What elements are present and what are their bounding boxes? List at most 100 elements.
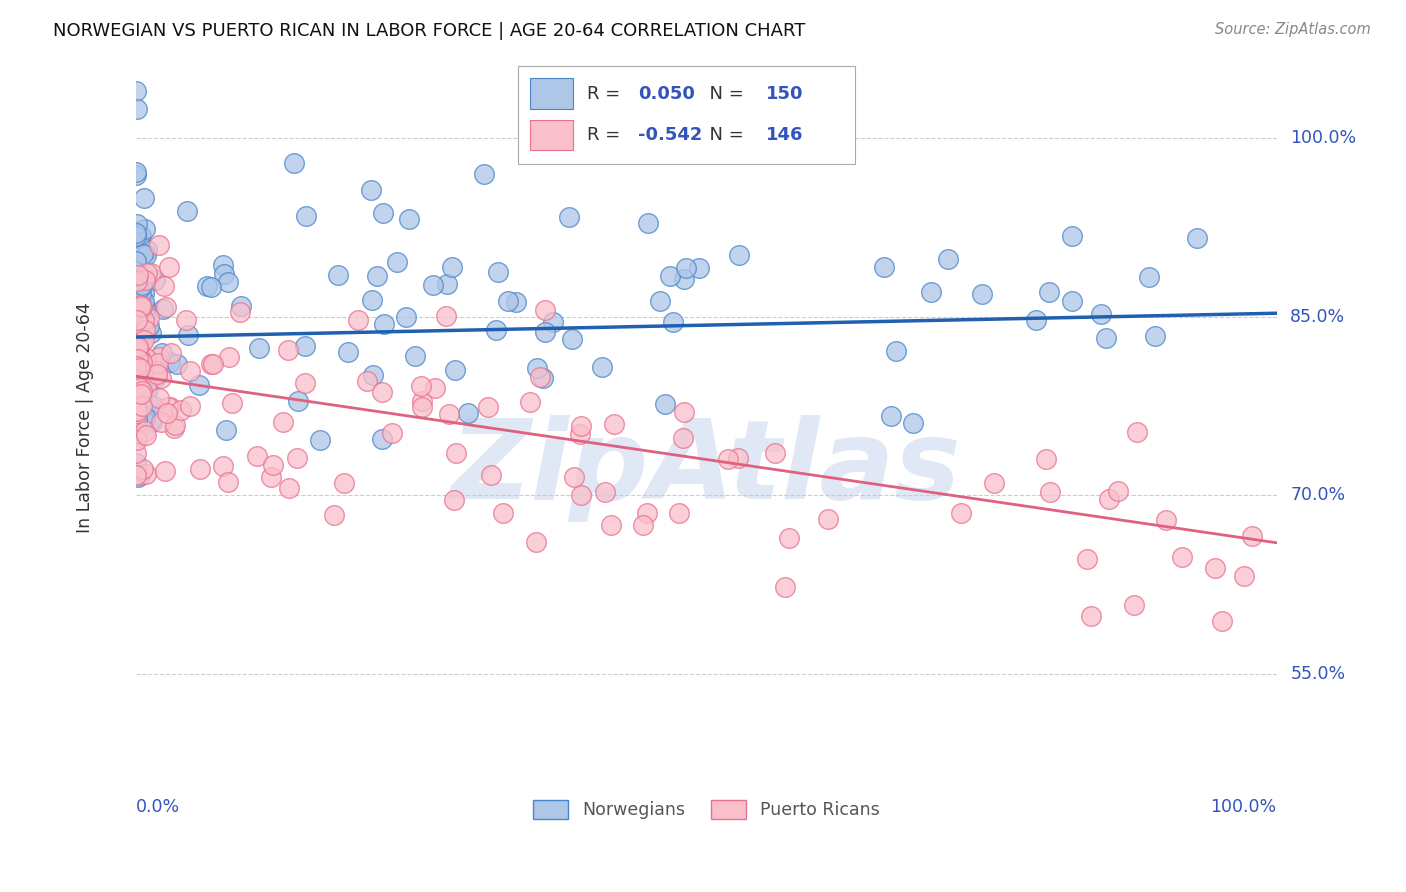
Point [285,450,308,465]
Point [361,293,384,307]
Point [134,424,156,438]
Point [127,374,149,388]
Point [217,475,239,489]
Point [128,345,150,359]
Point [484,323,506,337]
Point [125,273,148,287]
Point [132,286,155,301]
Point [277,343,299,357]
Point [283,156,305,170]
Point [125,229,148,244]
Point [127,302,149,317]
Point [1098,491,1121,506]
Point [557,210,579,224]
Point [672,405,695,419]
Point [148,351,170,365]
Point [131,277,153,292]
Point [125,432,148,446]
Point [212,258,235,272]
Point [1094,331,1116,345]
Point [125,359,148,373]
Point [131,247,153,261]
Point [127,341,149,355]
Point [231,299,253,313]
Point [153,465,176,479]
Point [1060,229,1083,244]
Point [688,261,710,276]
Point [128,376,150,391]
Point [125,273,148,287]
Point [336,344,359,359]
Point [1241,529,1264,543]
Point [1126,425,1149,439]
Point [125,434,148,448]
Point [132,333,155,347]
Point [717,451,740,466]
Text: R =: R = [586,85,626,103]
Point [150,415,173,429]
Text: 0.050: 0.050 [638,85,695,103]
Point [381,425,404,440]
Point [188,462,211,476]
Point [125,354,148,368]
Point [1204,561,1226,575]
Point [125,456,148,470]
Point [443,363,465,377]
Point [371,432,394,446]
Point [125,358,148,372]
Text: N =: N = [699,85,749,103]
Point [176,204,198,219]
Point [141,266,163,280]
Point [125,352,148,367]
Point [125,383,148,397]
Point [1107,483,1129,498]
Point [125,368,148,383]
Point [129,305,152,319]
Text: 146: 146 [766,126,803,144]
Text: R =: R = [586,126,626,144]
Point [373,317,395,331]
Point [970,287,993,301]
Point [125,305,148,319]
Point [404,349,426,363]
Point [131,334,153,349]
Point [127,331,149,345]
Point [150,371,173,385]
Point [385,255,408,269]
Point [366,269,388,284]
Point [675,261,697,276]
Point [672,431,695,445]
Point [214,267,236,281]
Point [654,397,676,411]
Point [727,248,749,262]
Point [131,278,153,293]
Point [125,165,148,179]
Point [217,275,239,289]
Point [569,419,592,434]
Point [437,407,460,421]
Point [155,301,177,315]
Point [526,361,548,376]
Point [125,224,148,238]
Point [131,399,153,413]
Point [661,315,683,329]
Point [156,406,179,420]
Point [127,268,149,282]
Point [779,532,801,546]
Point [347,312,370,326]
Point [294,376,316,390]
Point [531,371,554,385]
Point [672,271,695,285]
Point [129,300,152,314]
Point [145,273,167,287]
Point [125,300,148,314]
Point [873,260,896,274]
Point [524,534,547,549]
Point [152,301,174,316]
Point [561,332,583,346]
Point [134,191,156,205]
Point [125,411,148,425]
Point [444,445,467,459]
Point [271,415,294,429]
Text: 85.0%: 85.0% [1291,308,1346,326]
